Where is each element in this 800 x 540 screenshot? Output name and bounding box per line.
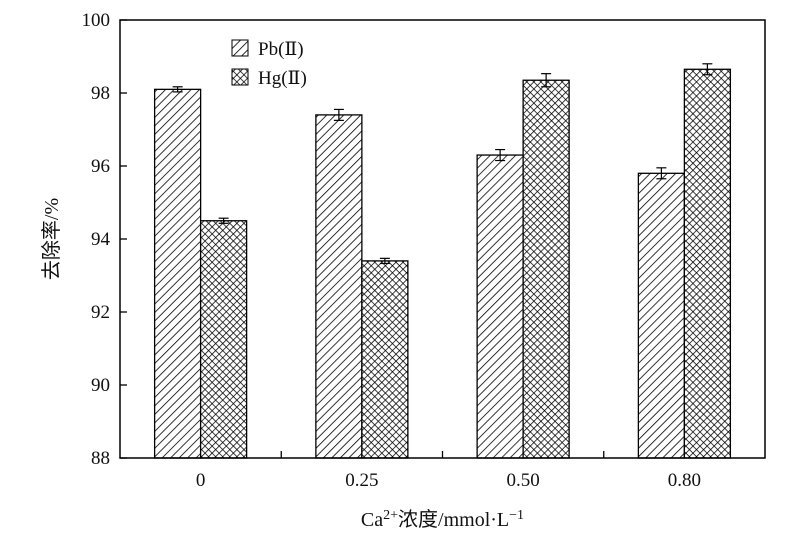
y-axis-label: 去除率/% (40, 198, 63, 280)
error-bar-hg-0 (218, 217, 229, 224)
legend-label-hg: Hg(Ⅱ) (258, 68, 307, 89)
bar-hg-0 (199, 220, 248, 459)
y-tick-label: 100 (82, 10, 111, 31)
bar-pb-2 (476, 154, 524, 459)
error-bar-hg-1 (379, 257, 390, 265)
x-axis-label-sup1: 2+ (383, 508, 398, 523)
bar-pb-1 (315, 114, 363, 459)
bar-pb-0 (153, 88, 202, 459)
error-bar-pb-1 (333, 108, 344, 121)
error-bar-hg-2 (541, 73, 552, 88)
legend-swatch-pb (231, 39, 249, 57)
error-bar-pb-2 (495, 148, 506, 162)
error-bar-pb-0 (172, 86, 183, 93)
x-axis-label-mid: 浓度/mmol·L (398, 508, 509, 531)
x-tick-label: 0.80 (668, 470, 701, 491)
bar-pb-3 (637, 172, 686, 459)
x-axis-label-pre: Ca (361, 509, 383, 531)
y-axis: 88 90 92 94 96 98 100 (82, 10, 127, 469)
legend-swatch-hg (231, 68, 249, 86)
y-tick-label: 96 (91, 156, 110, 177)
y-tick-label: 94 (91, 229, 111, 250)
x-tick-label: 0.25 (345, 470, 378, 491)
x-tick-label: 0.50 (507, 470, 540, 491)
bar-hg-1 (361, 260, 409, 459)
y-tick-label: 88 (91, 448, 110, 469)
x-axis-label-sup2: −1 (509, 508, 524, 523)
y-tick-label: 90 (91, 375, 110, 396)
error-bar-hg-3 (702, 63, 713, 76)
x-tick-label: 0 (196, 470, 206, 491)
legend: Pb(Ⅱ) Hg(Ⅱ) (231, 39, 307, 89)
error-bar-pb-3 (656, 167, 667, 180)
y-tick-label: 92 (91, 302, 110, 323)
x-axis: 0 0.25 0.50 0.80 (196, 451, 701, 491)
bar-hg-3 (683, 68, 732, 459)
error-bars-layer (172, 63, 713, 265)
y-tick-label: 98 (91, 83, 110, 104)
legend-label-pb: Pb(Ⅱ) (258, 39, 304, 60)
bars-layer (153, 68, 732, 459)
bar-hg-2 (522, 79, 570, 459)
x-axis-label: Ca2+浓度/mmol·L−1 (361, 508, 524, 532)
